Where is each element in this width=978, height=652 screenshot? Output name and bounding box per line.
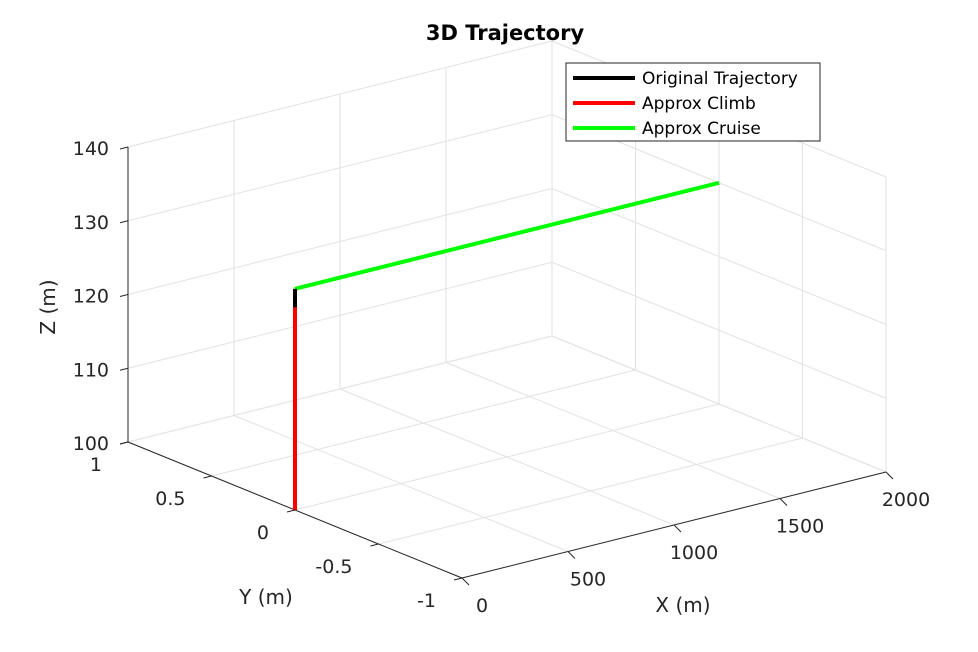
x-tick-label: 1000 xyxy=(670,542,718,564)
z-tick-label: 130 xyxy=(73,212,109,234)
y-tick-label: -1 xyxy=(417,590,436,612)
x-axis-label: X (m) xyxy=(655,593,710,617)
x-tick-label: 2000 xyxy=(882,489,930,511)
z-tick-mark xyxy=(119,367,129,371)
x-tick-label: 0 xyxy=(476,595,488,617)
legend-items: Original Trajectory Approx Climb Approx Cr… xyxy=(573,69,798,139)
z-tick-mark xyxy=(119,441,129,445)
grid-line-back-z xyxy=(127,335,553,443)
z-tick-mark xyxy=(119,146,129,150)
z-tick-label: 100 xyxy=(73,433,109,455)
y-axis-label: Y (m) xyxy=(238,585,293,609)
grid-line-floor-y xyxy=(378,437,803,545)
y-tick-label: 0 xyxy=(257,522,269,544)
grid-line-back-z xyxy=(127,40,553,148)
axis-layer xyxy=(127,147,887,579)
x-tick-label: 500 xyxy=(570,569,606,591)
series-layer xyxy=(293,180,720,510)
series-line-approx-cruise xyxy=(294,180,720,291)
x-tick-mark xyxy=(779,498,788,506)
y-tick-label: -0.5 xyxy=(315,556,352,578)
legend-label: Approx Cruise xyxy=(642,119,761,139)
legend: Original Trajectory Approx Climb Approx Cr… xyxy=(565,62,821,142)
x-tick-mark xyxy=(885,471,894,480)
z-tick-mark xyxy=(119,294,129,297)
grid-line-floor-y xyxy=(211,369,636,477)
x-tick-label: 1500 xyxy=(776,516,824,538)
z-axis-label: Z (m) xyxy=(36,279,60,334)
chart-title: 3D Trajectory xyxy=(426,21,585,45)
y-tick-mark xyxy=(286,509,296,513)
grid-line-side-z xyxy=(551,261,887,399)
y-tick-label: 0.5 xyxy=(155,488,185,510)
legend-label: Original Trajectory xyxy=(642,69,798,89)
x-tick-mark xyxy=(673,524,682,533)
grid-line-back-z xyxy=(127,114,553,222)
z-tick-label: 110 xyxy=(73,359,109,381)
y-tick-mark xyxy=(203,475,212,479)
y-tick-label: 1 xyxy=(90,454,102,476)
x-tick-mark xyxy=(567,551,576,559)
z-tick-label: 140 xyxy=(73,138,109,160)
grid-line-side-z xyxy=(551,335,887,473)
z-tick-mark xyxy=(119,220,129,224)
y-tick-mark xyxy=(370,543,379,547)
x-tick-mark xyxy=(461,577,470,586)
z-tick-label: 120 xyxy=(73,286,109,308)
legend-label: Approx Climb xyxy=(642,94,756,114)
grid-line-floor-y xyxy=(294,403,720,511)
grid-line-back-z xyxy=(127,188,553,295)
grid-line-back-z xyxy=(127,261,553,369)
y-tick-mark xyxy=(453,577,463,581)
